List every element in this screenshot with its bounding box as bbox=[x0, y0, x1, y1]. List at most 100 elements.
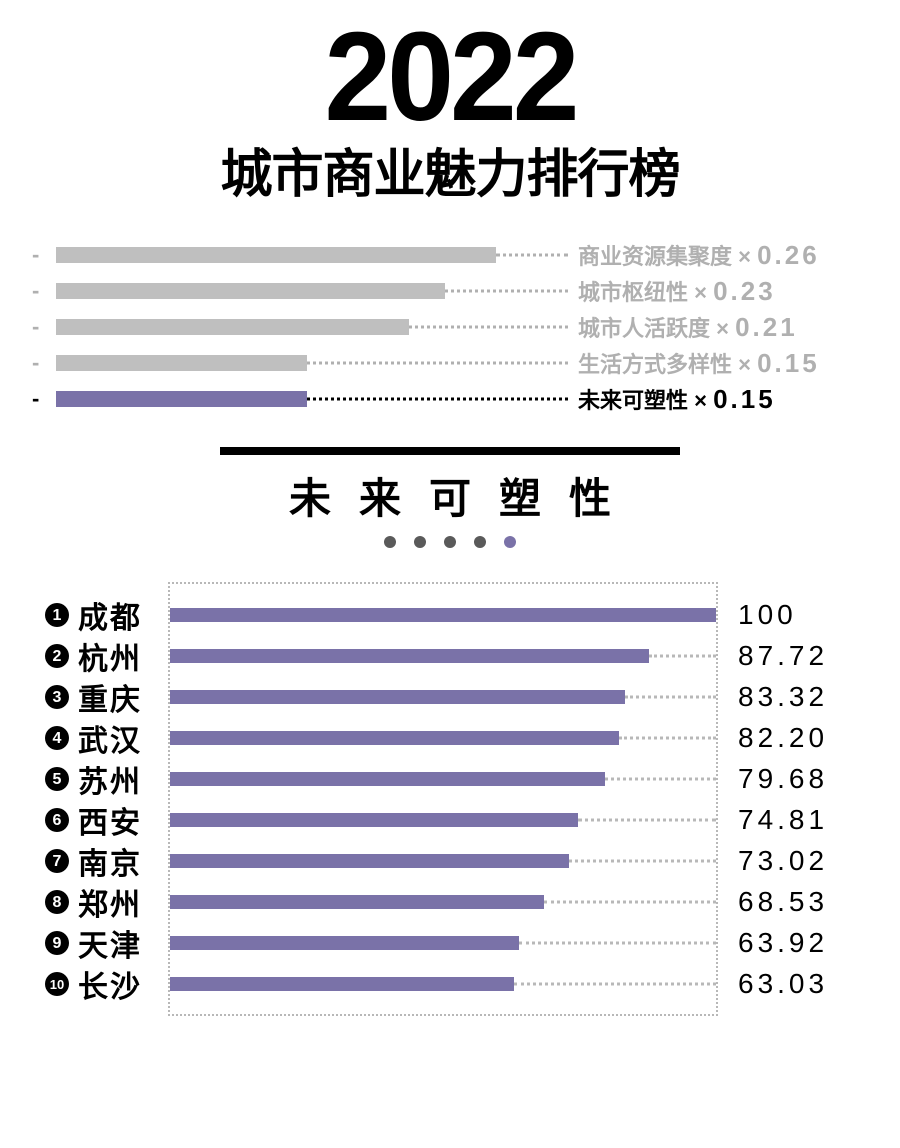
rank-value-row: 63.03 bbox=[718, 963, 868, 1004]
svg-text:4: 4 bbox=[53, 730, 62, 747]
weight-bar-track bbox=[56, 247, 568, 263]
rank-label-row: 3重庆 bbox=[32, 676, 168, 717]
rank-badge: 1 bbox=[42, 602, 72, 628]
rank-label-row: 6 西安 bbox=[32, 799, 168, 840]
weight-bar-dots bbox=[496, 254, 568, 257]
weight-bar-fill bbox=[56, 283, 445, 299]
rank-bar-dots bbox=[578, 818, 716, 821]
rank-badge: 4 bbox=[42, 725, 72, 751]
rank-bar-dots bbox=[544, 900, 716, 903]
rank-value-row: 79.68 bbox=[718, 758, 868, 799]
rank-bar bbox=[170, 936, 519, 950]
rank-bar-row bbox=[170, 799, 716, 840]
rank-badge: 7 bbox=[42, 848, 72, 874]
rank-bar-row bbox=[170, 963, 716, 1004]
pager-dot bbox=[384, 536, 396, 548]
section-title: 未来可塑性 bbox=[220, 465, 680, 526]
rank-bar bbox=[170, 731, 619, 745]
rank-value: 79.68 bbox=[718, 763, 858, 795]
rank-label-row: 4武汉 bbox=[32, 717, 168, 758]
rank-bar-dots bbox=[625, 695, 716, 698]
weight-bar-dots bbox=[307, 362, 568, 365]
rank-bar-dots bbox=[619, 736, 716, 739]
rank-value-row: 68.53 bbox=[718, 881, 868, 922]
weight-label: 城市人活跃度 × 0.21 bbox=[568, 311, 868, 343]
pager-dot bbox=[414, 536, 426, 548]
svg-text:2: 2 bbox=[53, 648, 62, 665]
rank-label-row: 5 苏州 bbox=[32, 758, 168, 799]
svg-text:3: 3 bbox=[53, 689, 62, 706]
rank-city: 苏州 bbox=[78, 757, 156, 801]
weight-bar-fill bbox=[56, 247, 496, 263]
rank-value: 68.53 bbox=[718, 886, 858, 918]
rank-label-row: 8 郑州 bbox=[32, 881, 168, 922]
rank-label-row: 1成都 bbox=[32, 594, 168, 635]
pager-dots bbox=[220, 536, 680, 548]
rank-value: 87.72 bbox=[718, 640, 858, 672]
rank-city: 南京 bbox=[78, 839, 156, 883]
rank-bar-dots bbox=[569, 859, 716, 862]
rank-bar-row bbox=[170, 635, 716, 676]
rank-value-row: 100 bbox=[718, 594, 868, 635]
rank-value-row: 87.72 bbox=[718, 635, 868, 676]
rank-value: 74.81 bbox=[718, 804, 858, 836]
rank-badge: 2 bbox=[42, 643, 72, 669]
weight-bar-dots bbox=[307, 398, 568, 401]
rank-bar-row bbox=[170, 881, 716, 922]
svg-text:7: 7 bbox=[53, 853, 62, 870]
rank-value: 73.02 bbox=[718, 845, 858, 877]
header-year: 2022 bbox=[32, 17, 868, 137]
svg-text:10: 10 bbox=[50, 977, 64, 992]
section-header: 未来可塑性 bbox=[220, 447, 680, 548]
pager-dot bbox=[444, 536, 456, 548]
weight-bar-track bbox=[56, 319, 568, 335]
pager-dot bbox=[504, 536, 516, 548]
weight-label: 生活方式多样性 × 0.15 bbox=[568, 347, 868, 379]
weight-bar-fill bbox=[56, 319, 409, 335]
rank-city: 杭州 bbox=[78, 634, 156, 678]
rank-bar-row bbox=[170, 717, 716, 758]
rank-label-row: 2 杭州 bbox=[32, 635, 168, 676]
weight-row: - 商业资源集聚度 × 0.26 bbox=[32, 237, 868, 273]
rank-bar bbox=[170, 977, 514, 991]
rank-city: 郑州 bbox=[78, 880, 156, 924]
rank-value-row: 83.32 bbox=[718, 676, 868, 717]
rank-bar bbox=[170, 895, 544, 909]
rank-bar-row bbox=[170, 676, 716, 717]
rank-value: 82.20 bbox=[718, 722, 858, 754]
rank-value: 83.32 bbox=[718, 681, 858, 713]
rank-value: 100 bbox=[718, 599, 858, 631]
rank-value-row: 74.81 bbox=[718, 799, 868, 840]
rank-bar-dots bbox=[605, 777, 716, 780]
rank-bar-row bbox=[170, 840, 716, 881]
rank-label-row: 9天津 bbox=[32, 922, 168, 963]
rank-label-row: 7 南京 bbox=[32, 840, 168, 881]
svg-text:6: 6 bbox=[53, 812, 62, 829]
weight-tick: - bbox=[32, 393, 50, 405]
rank-badge: 9 bbox=[42, 930, 72, 956]
section-rule bbox=[220, 447, 680, 455]
rank-city: 西安 bbox=[78, 798, 156, 842]
rank-bar bbox=[170, 854, 569, 868]
weight-tick: - bbox=[32, 285, 50, 297]
rank-value: 63.03 bbox=[718, 968, 858, 1000]
weight-bar-dots bbox=[409, 326, 568, 329]
rank-value: 63.92 bbox=[718, 927, 858, 959]
weight-label: 商业资源集聚度 × 0.26 bbox=[568, 239, 868, 271]
rank-bar-dots bbox=[649, 654, 716, 657]
rank-bar bbox=[170, 813, 578, 827]
weight-row: - 城市人活跃度 × 0.21 bbox=[32, 309, 868, 345]
rank-bar-row bbox=[170, 922, 716, 963]
weight-tick: - bbox=[32, 249, 50, 261]
weight-bar-fill bbox=[56, 391, 307, 407]
weight-bar-track bbox=[56, 355, 568, 371]
svg-text:8: 8 bbox=[53, 894, 62, 911]
weight-tick: - bbox=[32, 321, 50, 333]
rank-badge: 5 bbox=[42, 766, 72, 792]
weight-tick: - bbox=[32, 357, 50, 369]
rank-value-row: 82.20 bbox=[718, 717, 868, 758]
svg-text:5: 5 bbox=[53, 771, 62, 788]
weight-row: -未来可塑性 × 0.15 bbox=[32, 381, 868, 417]
rank-bar-row bbox=[170, 758, 716, 799]
pager-dot bbox=[474, 536, 486, 548]
